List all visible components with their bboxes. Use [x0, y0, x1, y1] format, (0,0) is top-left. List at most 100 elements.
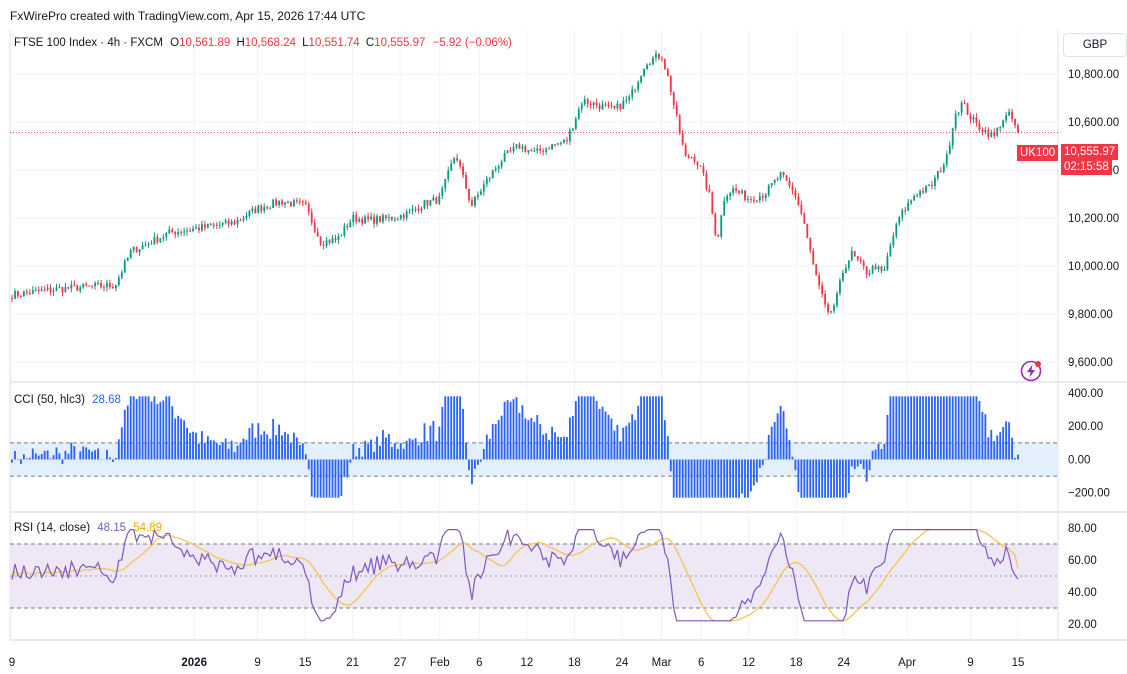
candle-body	[429, 200, 432, 206]
candle-body	[278, 200, 280, 206]
candle-body	[936, 170, 939, 178]
cci-bar	[494, 423, 497, 460]
cci-bar	[126, 405, 129, 460]
legend-high-label: H	[236, 37, 245, 49]
cci-bar	[319, 459, 322, 498]
candle-body	[465, 175, 467, 189]
candle-body	[58, 287, 61, 289]
cci-bar	[1017, 454, 1019, 460]
candle-body	[880, 266, 883, 271]
candle-body	[610, 104, 613, 106]
cci-bar	[287, 434, 289, 460]
candle-body	[218, 224, 221, 226]
candle-body	[203, 224, 206, 228]
time-tick-label: 12	[742, 657, 755, 669]
candle-body	[589, 103, 592, 106]
cci-bar	[411, 439, 414, 460]
candle-body	[693, 156, 696, 162]
cci-bar	[533, 421, 536, 460]
candle-body	[975, 117, 978, 123]
cci-bar	[628, 422, 631, 460]
cci-bar	[910, 396, 913, 460]
candle-body	[230, 221, 233, 225]
candle-body	[726, 196, 729, 201]
cci-bar	[476, 459, 479, 465]
candle-body	[417, 208, 420, 211]
rsi-tick-label: 20.00	[1068, 619, 1097, 631]
candle-body	[287, 201, 289, 203]
cci-bar	[358, 448, 361, 460]
cci-bar	[88, 449, 91, 460]
cci-bar	[922, 396, 924, 460]
cci-bar	[227, 448, 230, 460]
currency-button[interactable]: GBP	[1063, 33, 1127, 57]
candle-body	[646, 64, 648, 69]
candle-body	[456, 157, 459, 161]
cci-bar	[1008, 422, 1011, 460]
candle-body	[862, 261, 865, 267]
candle-body	[111, 286, 114, 289]
lightning-icon[interactable]	[1020, 360, 1042, 382]
candle-body	[25, 291, 28, 293]
candle-body	[613, 105, 616, 109]
candle-body	[70, 284, 73, 289]
cci-bar	[295, 437, 298, 460]
cci-bar	[266, 434, 269, 460]
cci-bar	[201, 431, 203, 460]
cci-bar	[254, 437, 257, 460]
cci-bar	[913, 396, 916, 460]
candle-body	[770, 183, 773, 186]
candle-body	[557, 143, 559, 145]
candle-body	[652, 57, 654, 65]
candle-body	[482, 184, 485, 192]
cci-bar	[331, 459, 334, 498]
cci-bar	[257, 423, 260, 460]
candle-body	[322, 244, 325, 246]
candle-body	[672, 92, 675, 105]
candle-body	[524, 146, 527, 152]
candle-body	[55, 287, 58, 291]
cci-bar	[732, 459, 735, 498]
candle-body	[681, 133, 684, 145]
candle-body	[393, 219, 396, 221]
cci-bar	[352, 443, 355, 460]
candle-body	[815, 264, 818, 276]
candle-body	[43, 289, 46, 291]
candle-body	[201, 224, 203, 231]
candle-body	[192, 228, 194, 231]
candle-body	[797, 196, 800, 205]
candle-body	[138, 249, 141, 253]
cci-bar	[94, 450, 97, 460]
cci-bar	[794, 459, 797, 471]
cci-bar	[432, 420, 435, 460]
cci-bar	[236, 445, 239, 460]
candle-body	[408, 210, 411, 212]
cci-bar	[500, 415, 503, 460]
cci-bar	[788, 439, 791, 460]
candle-body	[73, 284, 76, 286]
candle-body	[729, 192, 732, 197]
candle-body	[390, 216, 393, 220]
cci-bar	[779, 405, 782, 460]
cci-bar	[19, 459, 22, 464]
cci-bar	[132, 396, 135, 460]
candle-body	[82, 283, 85, 288]
candle-body	[824, 294, 827, 305]
cci-bar	[729, 459, 732, 498]
candle-body	[144, 244, 147, 246]
candle-body	[755, 200, 758, 202]
candle-body	[1014, 118, 1016, 126]
cci-bar	[138, 396, 141, 460]
candle-body	[750, 199, 752, 201]
candle-body	[957, 112, 960, 115]
cci-bar	[471, 459, 473, 485]
time-tick-label: 6	[476, 657, 482, 669]
cci-bar	[738, 459, 740, 498]
chart-canvas[interactable]: 9,600.009,800.0010,000.0010,200.0010,400…	[0, 30, 1127, 674]
candle-body	[156, 236, 159, 243]
cci-bar	[441, 406, 444, 460]
candle-body	[948, 145, 951, 155]
header-bar: FxWirePro created with TradingView.com, …	[0, 0, 1127, 30]
candle-body	[933, 177, 936, 187]
candle-body	[103, 287, 105, 289]
